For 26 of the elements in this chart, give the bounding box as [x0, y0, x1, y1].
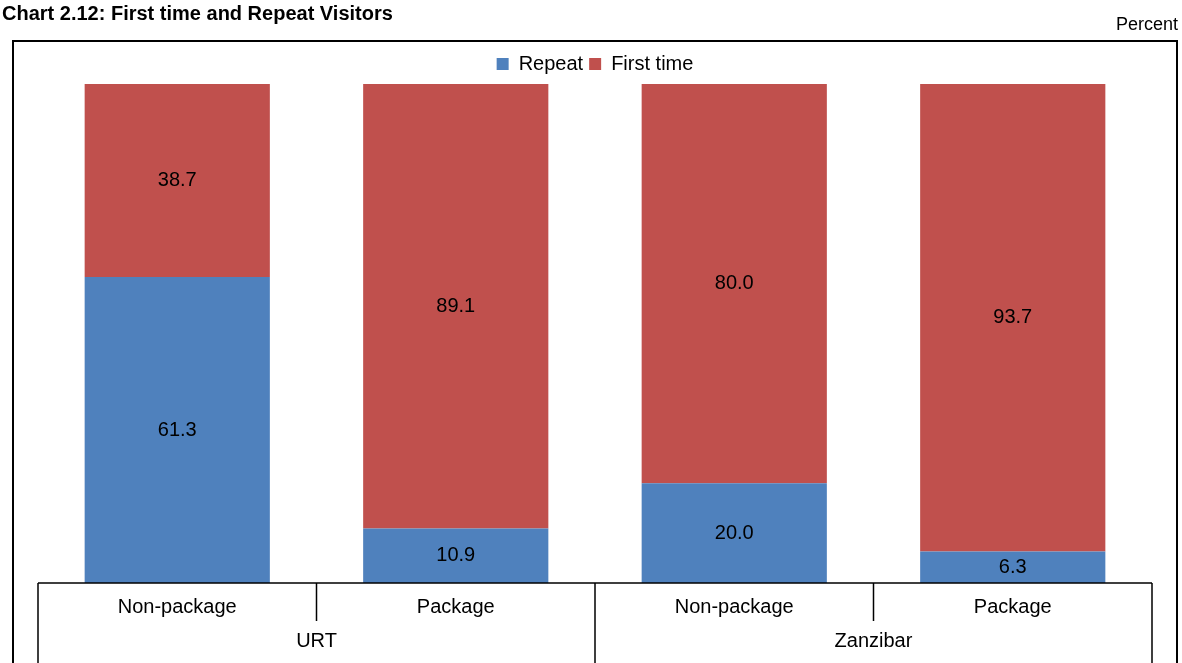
- data-label: 38.7: [157, 168, 197, 191]
- bar: [84, 84, 270, 278]
- bar: [363, 528, 549, 583]
- data-label: 61.3: [157, 417, 197, 440]
- legend-label: First time: [611, 51, 694, 74]
- x-tick-label: Non-package: [674, 594, 794, 617]
- legend-label: Repeat: [518, 51, 584, 74]
- data-label: 80.0: [714, 271, 754, 294]
- text: Zanzibar: [834, 628, 913, 651]
- data-label: 89.1: [436, 293, 476, 316]
- bar: [641, 84, 827, 484]
- bar: [920, 551, 1106, 583]
- chart-title: Chart 2.12: First time and Repeat Visitors: [2, 2, 393, 25]
- y-axis-title: Percent: [1115, 14, 1178, 35]
- x-tick-label: Package: [973, 594, 1052, 617]
- bar: [84, 277, 270, 583]
- data-label: 20.0: [714, 520, 754, 543]
- x-tick-label: Non-package: [117, 594, 237, 617]
- bar: [363, 84, 549, 529]
- bar: [920, 84, 1106, 552]
- bar: [641, 483, 827, 583]
- data-label: 10.9: [436, 543, 476, 566]
- data-label: 93.7: [993, 305, 1033, 328]
- data-label: 6.3: [998, 554, 1027, 577]
- x-tick-label: Package: [416, 594, 495, 617]
- text: URT: [296, 628, 337, 651]
